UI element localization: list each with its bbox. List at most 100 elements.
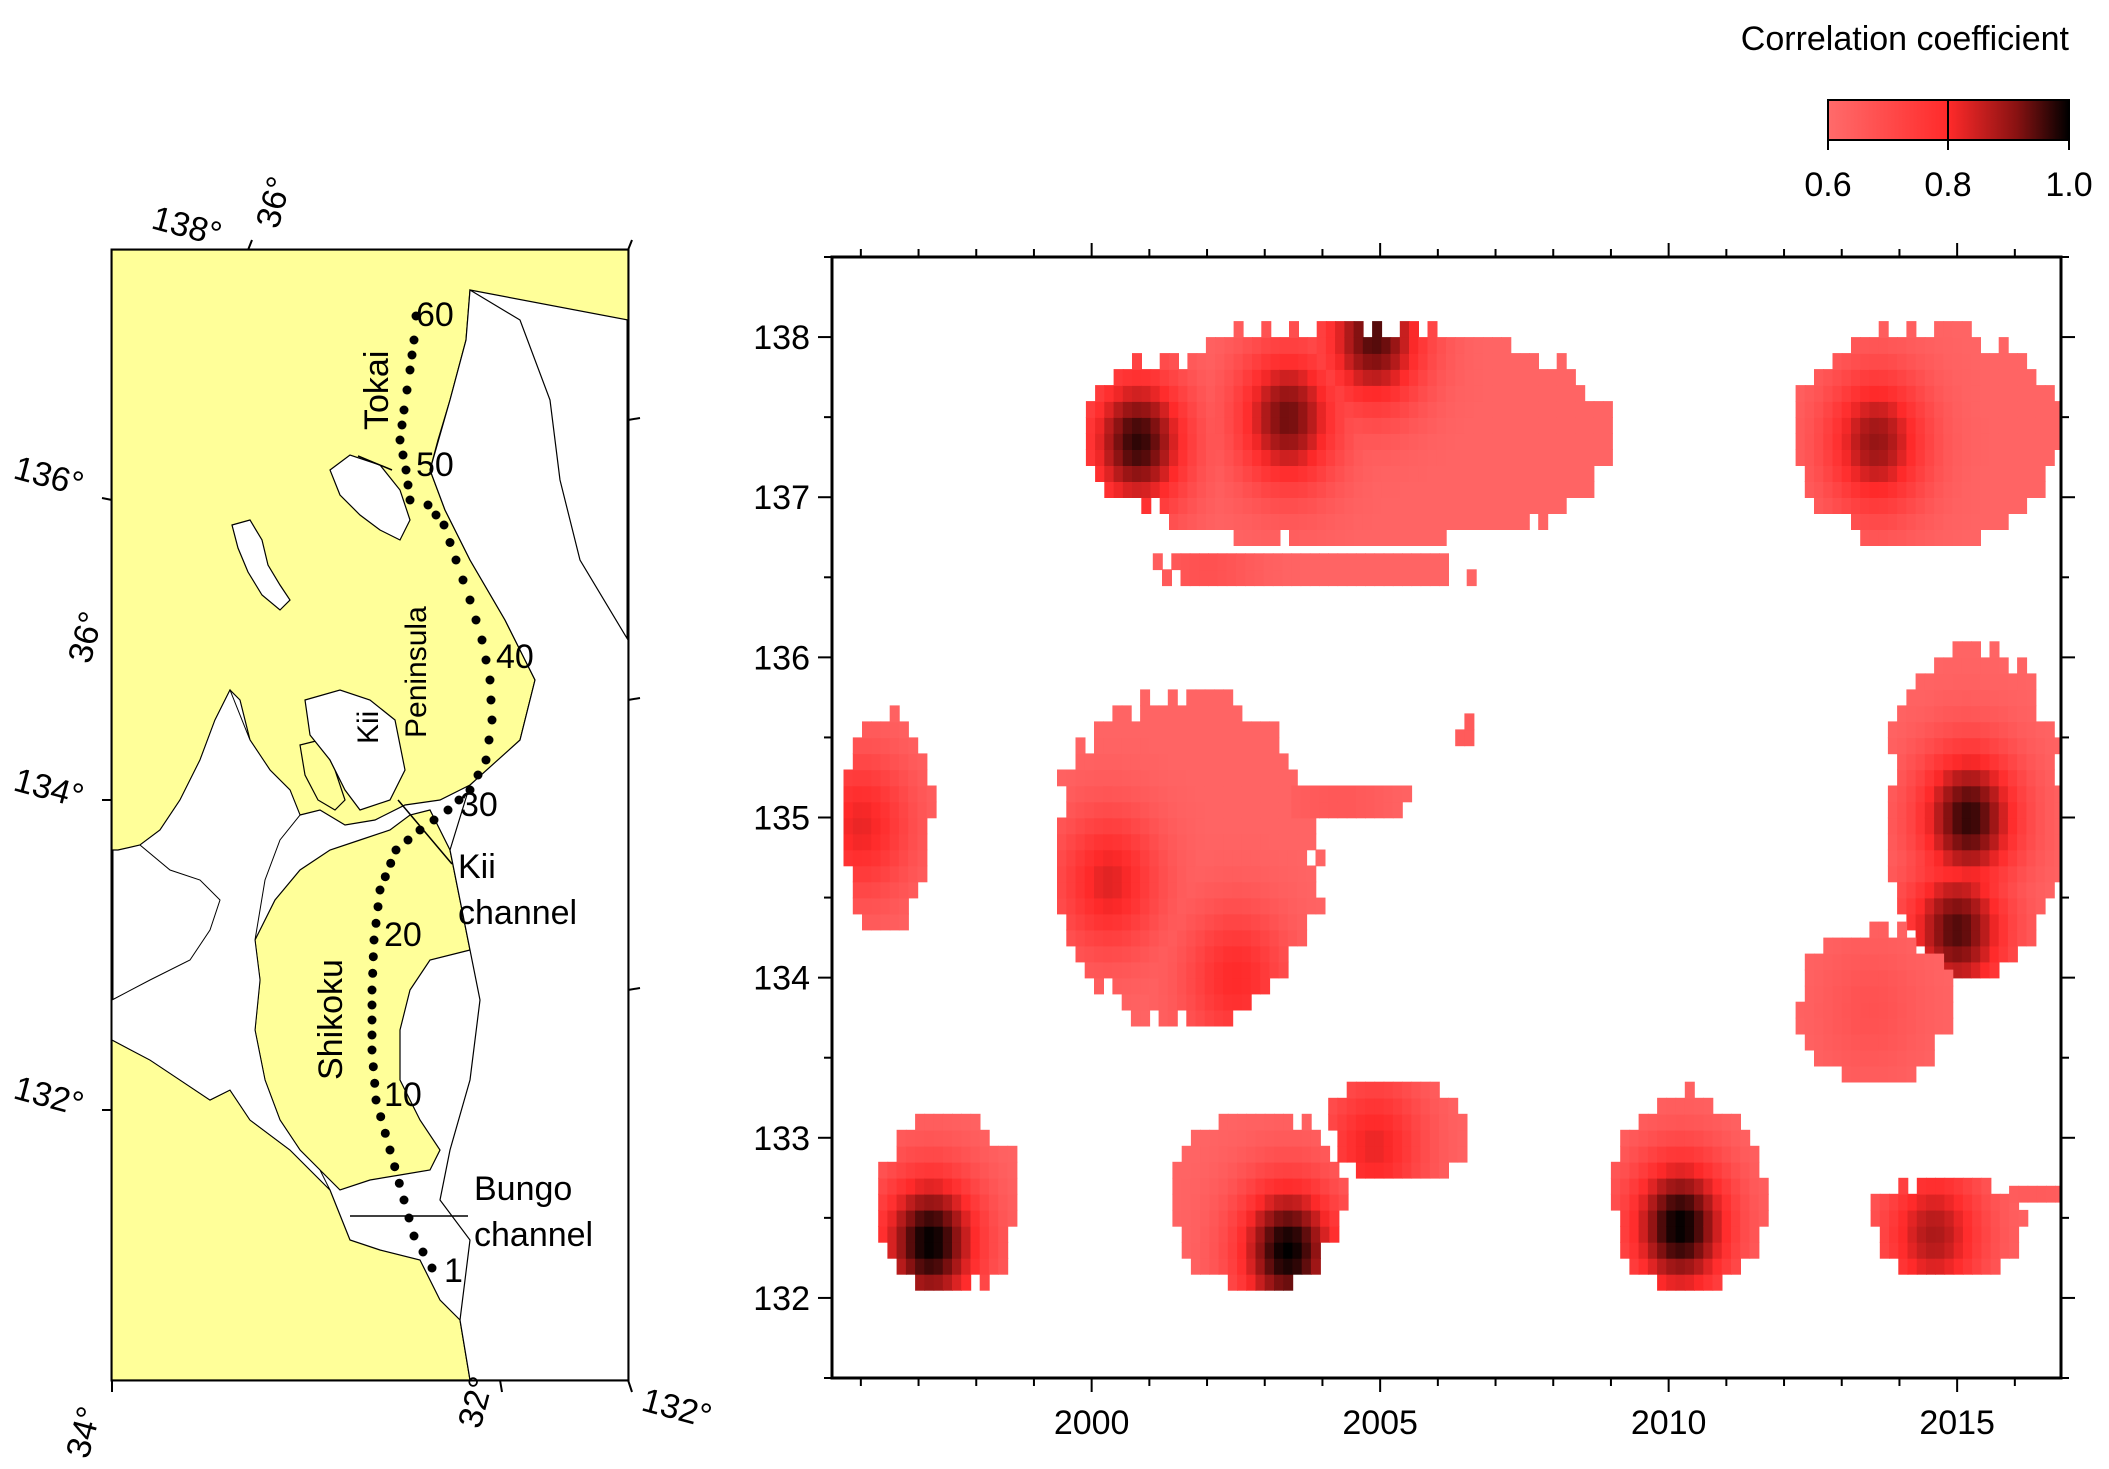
heatmap-cell [1075, 833, 1086, 851]
heatmap-cell [1112, 833, 1123, 851]
heatmap-cell [1814, 985, 1824, 1003]
heatmap-cell [1158, 801, 1169, 819]
observation-point [465, 595, 475, 605]
heatmap-cell [1278, 961, 1289, 979]
heatmap-cell [1316, 529, 1327, 546]
heatmap-cell [1381, 401, 1392, 418]
heatmap-cell [1980, 465, 1991, 482]
heatmap-cell [1215, 385, 1226, 402]
heatmap-cell [1510, 369, 1521, 386]
heatmap-cell [1427, 321, 1438, 338]
heatmap-cell [1181, 1145, 1192, 1163]
heatmap-cell [1981, 1193, 1992, 1211]
heatmap-cell [915, 1225, 926, 1243]
heatmap-cell [979, 1177, 990, 1195]
heatmap-cell [1971, 913, 1981, 931]
heatmap-cell [1832, 937, 1843, 955]
heatmap-cell [871, 769, 882, 787]
heatmap-cell [908, 785, 919, 803]
heatmap-cell [2044, 865, 2055, 883]
heatmap-cell [889, 753, 900, 771]
heatmap-cell [1141, 497, 1152, 514]
heatmap-cell [1924, 721, 1935, 739]
heatmap-cell [1007, 1177, 1018, 1195]
heatmap-cell [898, 849, 909, 867]
heatmap-cell [1952, 401, 1963, 418]
heatmap-cell [896, 1145, 907, 1163]
heatmap-cell [1279, 497, 1290, 514]
heatmap-cell [942, 1129, 953, 1147]
heatmap-cell [1241, 865, 1252, 883]
heatmap-cell [1961, 673, 1972, 691]
heatmap-cell [1169, 433, 1179, 450]
heatmap-cell [1200, 1129, 1211, 1147]
heatmap-cell [1104, 433, 1115, 450]
heatmap-cell [952, 1145, 962, 1163]
heatmap-cell [1915, 881, 1926, 899]
heatmap-cell [1906, 689, 1917, 707]
heatmap-cell [1851, 969, 1861, 987]
heatmap-cell [1365, 1129, 1376, 1147]
heatmap-cell [1270, 353, 1281, 370]
heatmap-cell [1731, 1145, 1741, 1163]
heatmap-cell [2035, 897, 2046, 915]
heatmap-cell [1492, 497, 1503, 514]
heatmap-cell [1066, 801, 1077, 819]
heatmap-cell [871, 737, 882, 755]
heatmap-cell [1971, 657, 1981, 675]
heatmap-cell [1149, 913, 1160, 931]
heatmap-cell [1392, 785, 1403, 803]
heatmap-cell [998, 1161, 1009, 1179]
heatmap-cell [1177, 737, 1187, 755]
heatmap-cell [1190, 1257, 1201, 1275]
heatmap-cell [1186, 801, 1197, 819]
heatmap-cell [1224, 417, 1235, 434]
heatmap-cell [1971, 417, 1981, 434]
heatmap-cell [1860, 417, 1871, 434]
heatmap-cell [1159, 481, 1170, 498]
heatmap-cell [1814, 1001, 1824, 1019]
heatmap-cell [1529, 417, 1539, 434]
heatmap-cell [1455, 401, 1466, 418]
heatmap-cell [1233, 513, 1244, 530]
heatmap-cell [1215, 353, 1226, 370]
heatmap-cell [1167, 801, 1178, 819]
heatmap-cell [905, 1241, 916, 1259]
heatmap-cell [1292, 1257, 1303, 1275]
heatmap-cell [880, 769, 891, 787]
heatmap-cell [1178, 417, 1189, 434]
heatmap-cell [1703, 1145, 1714, 1163]
heatmap-cell [1195, 753, 1206, 771]
heatmap-cell [871, 913, 882, 931]
heatmap-cell [1204, 849, 1215, 867]
heatmap-cell [1232, 801, 1243, 819]
heatmap-cell [1177, 929, 1187, 947]
heatmap-cell [2017, 801, 2028, 819]
heatmap-cell [1232, 881, 1243, 899]
heatmap-cell [2026, 801, 2037, 819]
heatmap-cell [2007, 689, 2018, 707]
observation-point [399, 1195, 409, 1205]
heatmap-cell [1841, 401, 1852, 418]
heatmap-cell [1989, 881, 2000, 899]
heatmap-cell [1383, 801, 1394, 819]
heatmap-cell [1869, 497, 1880, 514]
heatmap-cell [1915, 817, 1926, 835]
heatmap-cell [1795, 417, 1806, 434]
heatmap-cell [1418, 481, 1429, 498]
heatmap-cell [1392, 569, 1403, 587]
heatmap-cell [1823, 1017, 1834, 1035]
heatmap-cell [1897, 705, 1908, 723]
heatmap-cell [1177, 705, 1187, 723]
heatmap-cell [1971, 689, 1981, 707]
heatmap-cell [1952, 673, 1963, 691]
heatmap-cell [1226, 553, 1237, 571]
heatmap-cell [1355, 1113, 1366, 1131]
heatmap-cell [1287, 929, 1298, 947]
heatmap-cell [961, 1145, 972, 1163]
heatmap-cell [1934, 673, 1945, 691]
heatmap-cell [1887, 721, 1898, 739]
heatmap-cell [1066, 849, 1077, 867]
heatmap-cell [1214, 913, 1224, 931]
heatmap-cell [1007, 1193, 1018, 1211]
